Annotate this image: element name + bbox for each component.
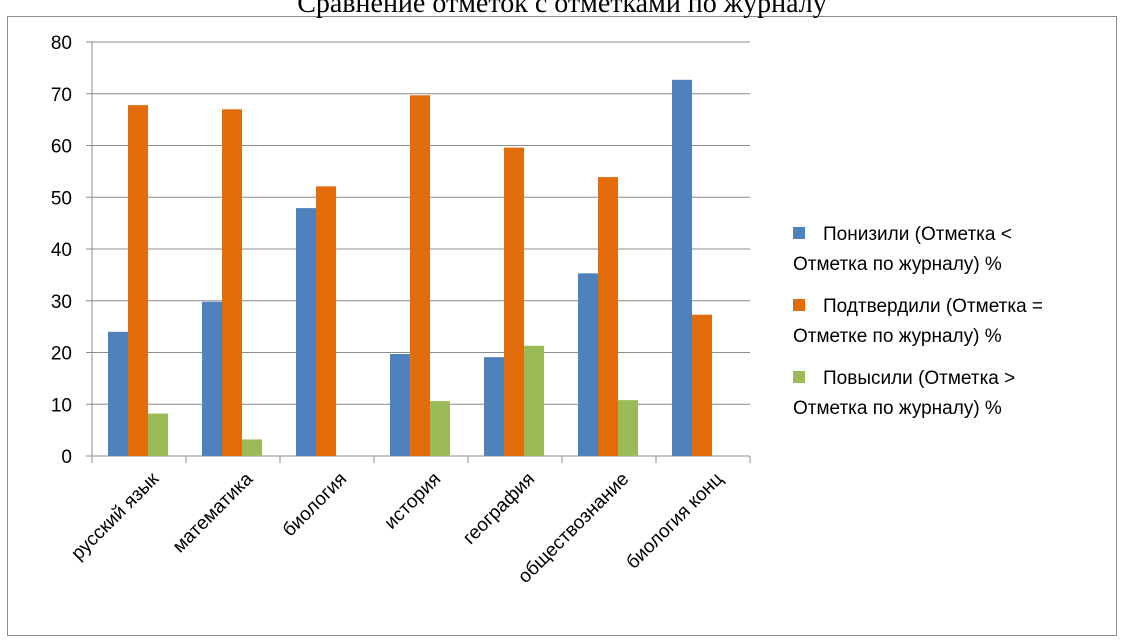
bar-s0-5	[578, 273, 598, 456]
y-tick-label: 30	[51, 292, 72, 313]
x-tick-label: биология конц	[622, 469, 727, 574]
legend-swatch-decreased	[793, 227, 805, 239]
y-tick-label: 50	[51, 188, 72, 209]
x-tick-label: русский язык	[67, 468, 163, 564]
bar-s0-3	[390, 354, 410, 456]
bar-s1-5	[598, 177, 618, 456]
y-tick-label: 60	[51, 137, 72, 158]
bar-s2-0	[148, 413, 168, 456]
y-tick-label: 20	[51, 344, 72, 365]
legend-item-decreased: Понизили (Отметка < Отметка по журналу) …	[793, 220, 1103, 280]
legend-swatch-increased	[793, 371, 805, 383]
legend: Понизили (Отметка < Отметка по журналу) …	[793, 220, 1103, 436]
x-tick-label: география	[459, 469, 539, 549]
x-tick-label: биология	[279, 469, 351, 541]
legend-item-confirmed: Подтвердили (Отметка = Отметке по журнал…	[793, 292, 1103, 352]
chart-frame	[7, 16, 1117, 636]
legend-label-increased: Повысили (Отметка > Отметка по журналу) …	[793, 368, 1016, 419]
bar-s0-1	[202, 301, 222, 456]
bar-s0-6	[672, 79, 692, 456]
bar-s0-0	[108, 331, 128, 456]
legend-label-confirmed: Подтвердили (Отметка = Отметке по журнал…	[793, 296, 1044, 347]
y-tick-label: 40	[51, 240, 72, 261]
bar-s2-1	[242, 439, 262, 456]
y-tick-label: 70	[51, 85, 72, 106]
bar-s0-2	[296, 208, 316, 456]
legend-item-increased: Повысили (Отметка > Отметка по журналу) …	[793, 364, 1103, 424]
bar-s1-2	[316, 186, 336, 456]
bar-s1-1	[222, 109, 242, 457]
chart-title: Сравнение отметок с отметками по журналу	[297, 0, 827, 19]
bar-s1-4	[504, 147, 524, 456]
x-tick-label: история	[380, 469, 445, 534]
legend-label-decreased: Понизили (Отметка < Отметка по журналу) …	[793, 224, 1012, 275]
y-tick-label: 80	[51, 33, 72, 54]
bar-s0-4	[484, 357, 504, 456]
bar-s2-4	[524, 345, 544, 456]
bar-s2-5	[618, 400, 638, 456]
legend-swatch-confirmed	[793, 299, 805, 311]
y-tick-label: 10	[51, 395, 72, 416]
bar-s1-0	[128, 105, 148, 456]
x-tick-label: математика	[169, 468, 258, 557]
bar-s1-3	[410, 95, 430, 457]
bar-s1-6	[692, 314, 712, 456]
bar-s2-3	[430, 401, 450, 456]
y-tick-label: 0	[61, 447, 72, 468]
